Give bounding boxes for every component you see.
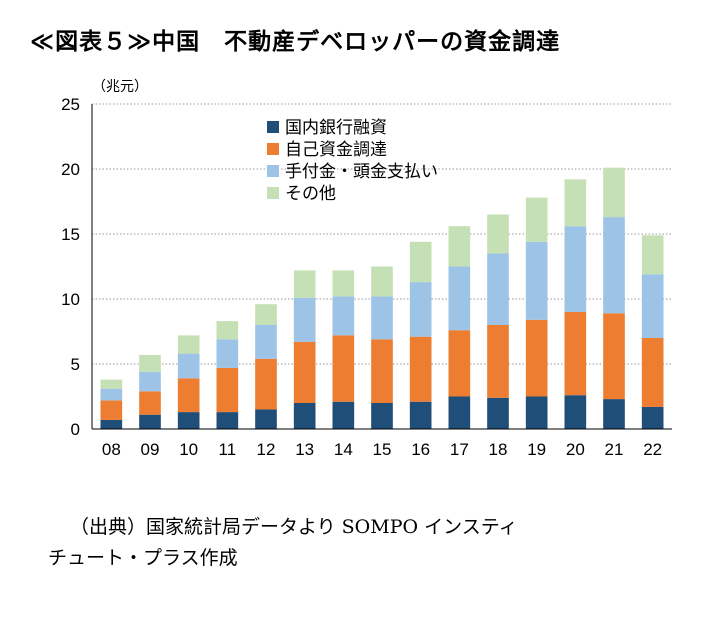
legend-swatch-4 (267, 187, 279, 199)
bar-12-series-2 (255, 358, 277, 410)
legend-swatch-1 (267, 121, 279, 133)
bar-14-series-1 (332, 401, 355, 429)
legend-label-2: 自己資金調達 (285, 140, 387, 160)
bar-18-series-3 (487, 253, 509, 325)
bar-17-series-4 (448, 226, 471, 267)
bar-10-series-1 (177, 412, 200, 429)
bar-22-series-2 (641, 338, 664, 407)
bar-12-series-4 (255, 304, 277, 325)
bar-20-series-3 (564, 226, 587, 312)
bar-18-series-2 (487, 325, 509, 398)
bar-08-series-4 (100, 379, 123, 389)
bar-14-series-4 (332, 270, 355, 297)
bar-13-series-2 (293, 341, 316, 403)
x-tick-label-20: 20 (566, 440, 585, 459)
bar-08-series-2 (100, 400, 123, 420)
bar-20-series-1 (564, 395, 587, 429)
x-tick-label-09: 09 (141, 440, 160, 459)
bar-10-series-2 (177, 378, 200, 413)
bar-19-series-4 (525, 197, 548, 242)
bar-08-series-3 (100, 388, 123, 401)
source-note: （出典）国家統計局データより SOMPO インスティ チュート・プラス作成 (48, 512, 670, 574)
bar-16-series-2 (409, 336, 432, 402)
chart-title: ≪図表５≫中国 不動産デベロッパーの資金調達 (30, 29, 561, 55)
x-tick-label-19: 19 (527, 440, 546, 459)
bar-22-series-1 (641, 406, 664, 429)
bar-08-series-1 (100, 419, 123, 429)
x-tick-label-21: 21 (605, 440, 624, 459)
y-tick-label-10: 10 (61, 290, 80, 309)
bar-09-series-2 (139, 391, 161, 415)
x-tick-label-08: 08 (102, 440, 121, 459)
bar-12-series-1 (255, 409, 277, 429)
x-tick-label-13: 13 (295, 440, 314, 459)
bar-13-series-1 (293, 403, 316, 429)
bar-21-series-1 (603, 399, 625, 429)
bar-18-series-1 (487, 397, 509, 429)
x-tick-label-10: 10 (179, 440, 198, 459)
x-tick-label-16: 16 (411, 440, 430, 459)
stacked-bar-chart: 0 5 10 15 20 25 08 09 10 11 12 13 14 15 16 17 18 19 20 21 22… (61, 95, 672, 459)
bar-13-series-3 (293, 297, 316, 342)
bar-15-series-1 (371, 403, 393, 429)
legend-label-3: 手付金・頭金支払い (285, 162, 438, 182)
y-axis-unit-label: （兆元） (92, 79, 148, 95)
y-tick-label-0: 0 (71, 420, 80, 439)
bar-16-series-4 (409, 241, 432, 283)
source-line-1: （出典）国家統計局データより SOMPO インスティ (70, 516, 518, 538)
x-tick-label-22: 22 (643, 440, 662, 459)
bar-16-series-3 (409, 282, 432, 337)
source-line-2: チュート・プラス作成 (48, 547, 238, 569)
bar-15-series-3 (371, 296, 393, 340)
x-tick-label-17: 17 (450, 440, 469, 459)
bar-14-series-2 (332, 335, 355, 402)
bar-21-series-3 (603, 217, 625, 314)
bar-21-series-2 (603, 313, 625, 400)
x-tick-label-18: 18 (489, 440, 508, 459)
bar-09-series-3 (139, 371, 161, 392)
bar-21-series-4 (603, 167, 625, 218)
bar-22-series-4 (641, 235, 664, 275)
bar-14-series-3 (332, 296, 355, 336)
bar-10-series-3 (177, 353, 200, 379)
bar-11-series-2 (216, 367, 239, 413)
bar-16-series-1 (409, 401, 432, 429)
bar-09-series-1 (139, 414, 161, 429)
bar-11-series-3 (216, 339, 239, 368)
bar-20-series-4 (564, 179, 587, 227)
bar-15-series-4 (371, 266, 393, 297)
y-tick-label-5: 5 (71, 355, 80, 374)
y-tick-label-20: 20 (61, 160, 80, 179)
bar-10-series-4 (177, 335, 200, 354)
x-tick-label-15: 15 (373, 440, 392, 459)
bar-09-series-4 (139, 354, 161, 372)
y-tick-label-25: 25 (61, 95, 80, 114)
bar-19-series-1 (525, 396, 548, 429)
legend-swatch-2 (267, 143, 279, 155)
legend-label-4: その他 (285, 184, 336, 204)
y-tick-label-15: 15 (61, 225, 80, 244)
legend-swatch-3 (267, 165, 279, 177)
bar-19-series-3 (525, 241, 548, 320)
bar-11-series-4 (216, 321, 239, 340)
bar-11-series-1 (216, 412, 239, 429)
bar-15-series-2 (371, 339, 393, 403)
bar-17-series-2 (448, 330, 471, 397)
bar-17-series-1 (448, 396, 471, 429)
bar-22-series-3 (641, 274, 664, 338)
legend-label-1: 国内銀行融資 (285, 118, 387, 138)
x-tick-label-12: 12 (257, 440, 276, 459)
bar-19-series-2 (525, 319, 548, 397)
bar-18-series-4 (487, 214, 509, 254)
x-tick-label-11: 11 (219, 440, 237, 459)
x-tick-label-14: 14 (334, 440, 353, 459)
bar-13-series-4 (293, 270, 316, 298)
bar-12-series-3 (255, 325, 277, 359)
bar-17-series-3 (448, 266, 471, 331)
bar-20-series-2 (564, 312, 587, 396)
